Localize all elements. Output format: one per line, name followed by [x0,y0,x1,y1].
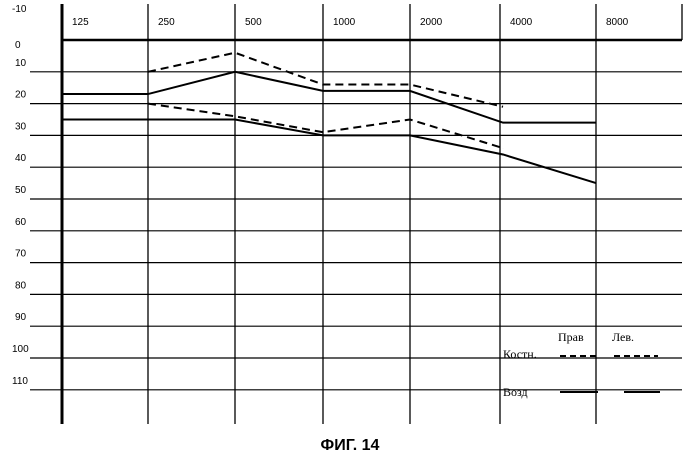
series-line-left-bone [148,104,503,149]
legend-header-left: Лев. [612,330,634,344]
legend: Прав Лев. Костн. Возд [503,330,660,399]
x-tick-label: 250 [158,17,175,28]
y-tick-label: 0 [15,40,21,51]
y-tick-label: -10 [12,4,27,15]
legend-row-air: Возд [503,385,528,399]
y-tick-label: 100 [12,344,29,355]
audiogram-chart: -10 0 10 20 30 40 50 60 70 80 90 100 110 125 250 500 10… [0,0,700,430]
y-tick-labels: -10 0 10 20 30 40 50 60 70 80 90 100 110 [12,4,29,387]
grid [30,4,682,424]
x-tick-label: 500 [245,17,262,28]
x-tick-label: 1000 [333,17,356,28]
y-tick-label: 90 [15,312,27,323]
y-tick-label: 110 [12,376,28,387]
y-tick-label: 50 [15,185,27,196]
x-tick-label: 2000 [420,17,443,28]
x-tick-label: 4000 [510,17,533,28]
y-tick-label: 20 [15,90,27,101]
series-line-left-air [62,120,596,184]
y-tick-label: 70 [15,249,27,260]
x-tick-label: 125 [72,17,89,28]
figure-caption: ФИГ. 14 [0,437,700,455]
x-tick-label: 8000 [606,17,629,28]
series-line-right-air [62,72,596,123]
y-tick-label: 30 [15,121,27,132]
y-tick-label: 40 [15,153,27,164]
y-tick-label: 80 [15,280,27,291]
x-tick-labels: 125 250 500 1000 2000 4000 8000 [72,17,629,28]
legend-header-right: Прав [558,330,584,344]
y-tick-label: 60 [15,217,27,228]
y-tick-label: 10 [15,58,27,69]
legend-row-bone: Костн. [503,347,537,361]
